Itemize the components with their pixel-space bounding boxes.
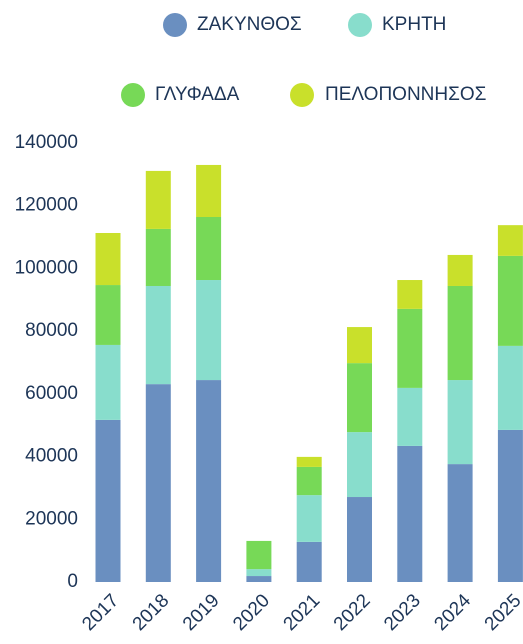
bar-segment: [497, 345, 523, 430]
bar-segment: [347, 497, 372, 582]
y-tick-label: 0: [67, 571, 78, 592]
bar-segment: [196, 164, 222, 218]
legend-label: ΓΛΥΦΑΔΑ: [155, 84, 240, 105]
bar-segment: [447, 254, 473, 286]
bar-segment: [296, 456, 322, 467]
y-tick-label: 120000: [15, 195, 78, 216]
bar-segment: [397, 387, 423, 446]
bar-segment: [145, 285, 171, 385]
bar-segment: [246, 576, 272, 582]
x-tick-label: 2017: [78, 590, 123, 635]
legend-marker: [348, 13, 372, 37]
y-tick-label: 60000: [25, 383, 78, 404]
x-tick-label: 2025: [481, 590, 523, 635]
y-tick-label: 40000: [25, 446, 78, 467]
y-tick-label: 140000: [15, 132, 78, 153]
bar-segment: [145, 170, 171, 229]
x-tick-label: 2020: [229, 590, 274, 635]
bar-segment: [196, 280, 222, 381]
y-tick-label: 100000: [15, 257, 78, 278]
bar-segment: [497, 429, 523, 582]
x-tick-label: 2024: [430, 590, 475, 635]
legend-label: ΠΕΛΟΠΟΝΝΗΣΟΣ: [325, 84, 486, 105]
bar-segment: [296, 495, 322, 542]
bar-segment: [95, 344, 121, 420]
bar-segment: [497, 255, 523, 346]
bar-segment: [196, 217, 222, 281]
bar-segment: [347, 432, 372, 498]
bar-segment: [447, 464, 473, 582]
x-tick-label: 2018: [129, 590, 174, 635]
legend-label: ΚΡΗΤΗ: [382, 14, 446, 35]
bar-segment: [397, 445, 423, 582]
x-tick-label: 2019: [179, 590, 224, 635]
legend-marker: [121, 83, 145, 107]
bar-segment: [397, 280, 423, 309]
x-tick-label: 2022: [330, 590, 375, 635]
legend-marker: [163, 13, 187, 37]
bar-segment: [196, 380, 222, 582]
y-tick-label: 20000: [25, 508, 78, 529]
bar-segment: [397, 308, 423, 388]
bar-segment: [246, 540, 272, 570]
bar-segment: [447, 285, 473, 381]
bar-segment: [296, 466, 322, 496]
legend-marker: [290, 83, 314, 107]
bar-segment: [347, 327, 372, 364]
bar-segment: [296, 541, 322, 582]
bar-segment: [347, 363, 372, 433]
bar-segment: [497, 225, 523, 256]
legend-label: ΖΑΚΥΝΘΟΣ: [197, 14, 302, 35]
x-tick-label: 2021: [280, 590, 325, 635]
bar-segment: [145, 228, 171, 286]
bar-segment: [95, 285, 121, 345]
x-tick-label: 2023: [380, 590, 425, 635]
bar-segment: [246, 569, 272, 577]
bar-segment: [95, 419, 121, 582]
bar-segment: [95, 232, 121, 286]
bar-segment: [145, 384, 171, 582]
y-tick-label: 80000: [25, 320, 78, 341]
bar-segment: [447, 380, 473, 465]
